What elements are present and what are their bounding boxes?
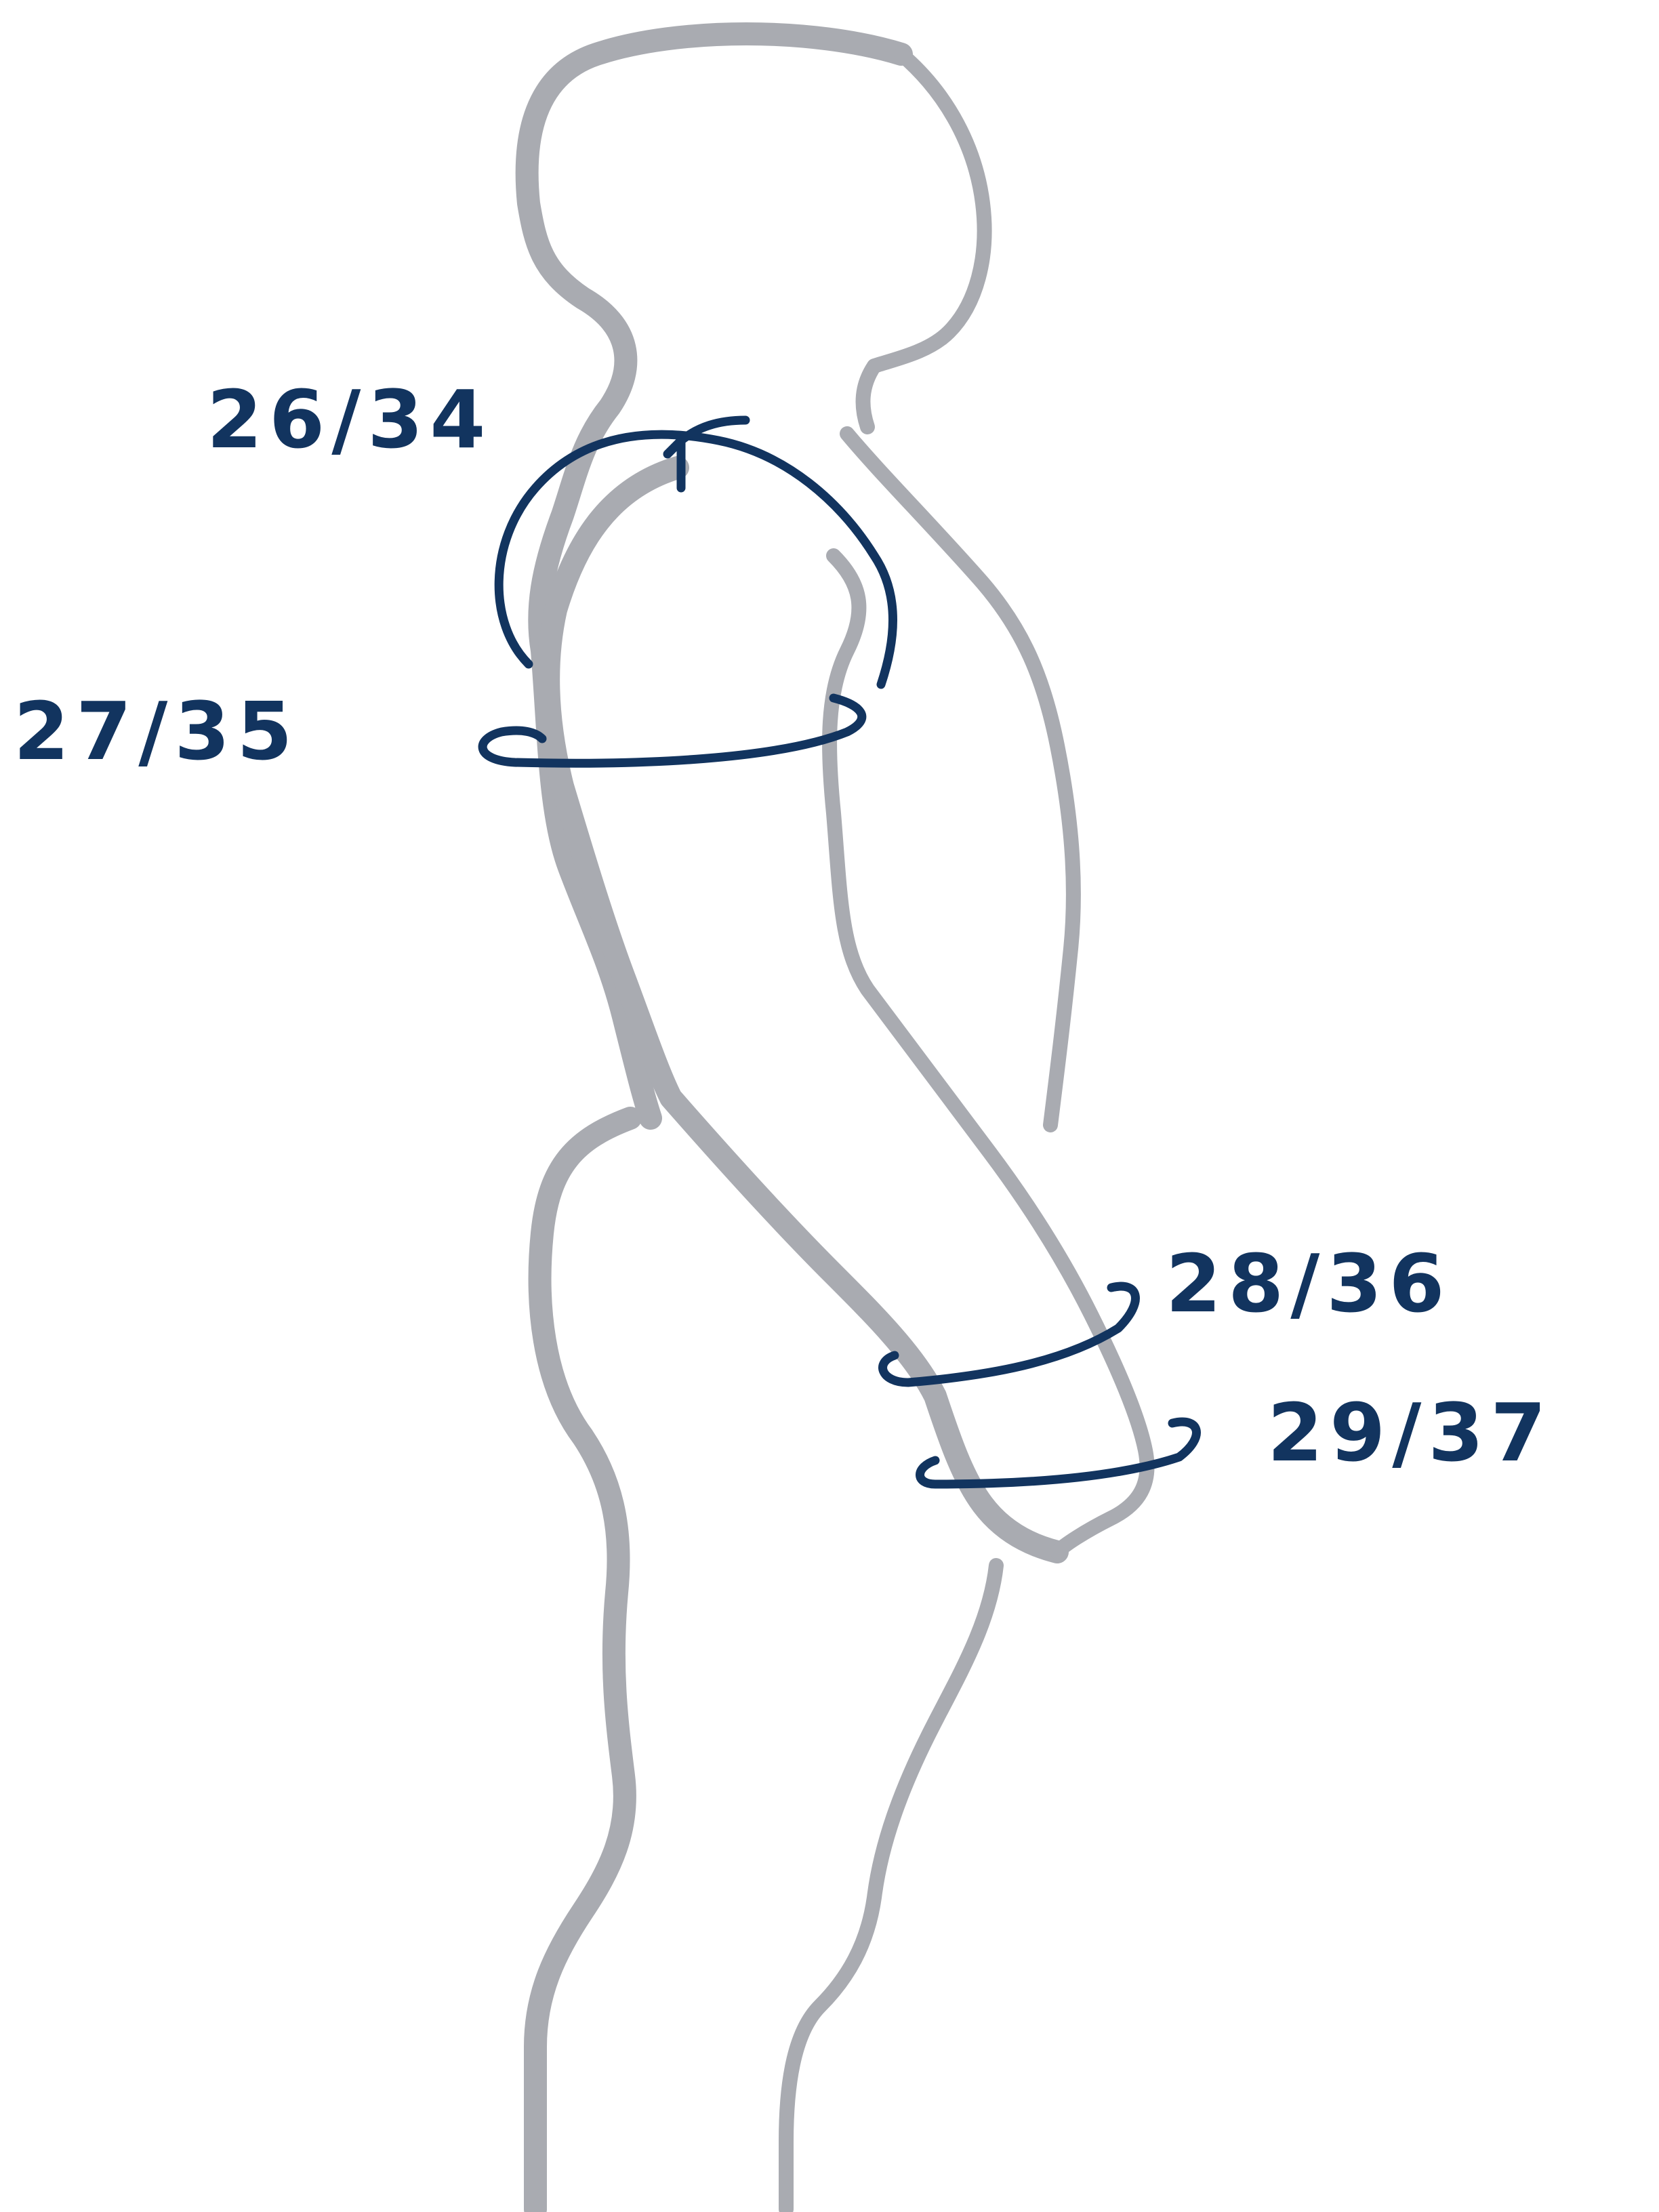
buttock-leg-outline bbox=[524, 1107, 642, 2212]
wrist-label: 29/37 bbox=[1267, 1386, 1553, 1479]
shoulder-arrow-icon bbox=[663, 415, 750, 493]
back-outline bbox=[515, 22, 913, 1130]
measurement-marks bbox=[478, 415, 1201, 1489]
forearm-loop bbox=[878, 1282, 1140, 1387]
arm-front-outline bbox=[822, 548, 1155, 1559]
neck-front-outline bbox=[855, 359, 882, 434]
face-outline bbox=[867, 47, 992, 373]
body-silhouette bbox=[515, 22, 1155, 2212]
thigh-front-outline bbox=[779, 1558, 1004, 2212]
shoulder-top-arc bbox=[494, 430, 897, 689]
wrist-loop bbox=[916, 1417, 1201, 1489]
upper-arm-label: 27/35 bbox=[14, 684, 300, 778]
shoulder-top-label: 26/34 bbox=[207, 373, 493, 466]
arm-back-outline bbox=[537, 456, 1069, 1563]
upper-arm-loop bbox=[478, 693, 867, 768]
forearm-label: 28/36 bbox=[1166, 1237, 1452, 1330]
chest-outline bbox=[840, 426, 1081, 1132]
